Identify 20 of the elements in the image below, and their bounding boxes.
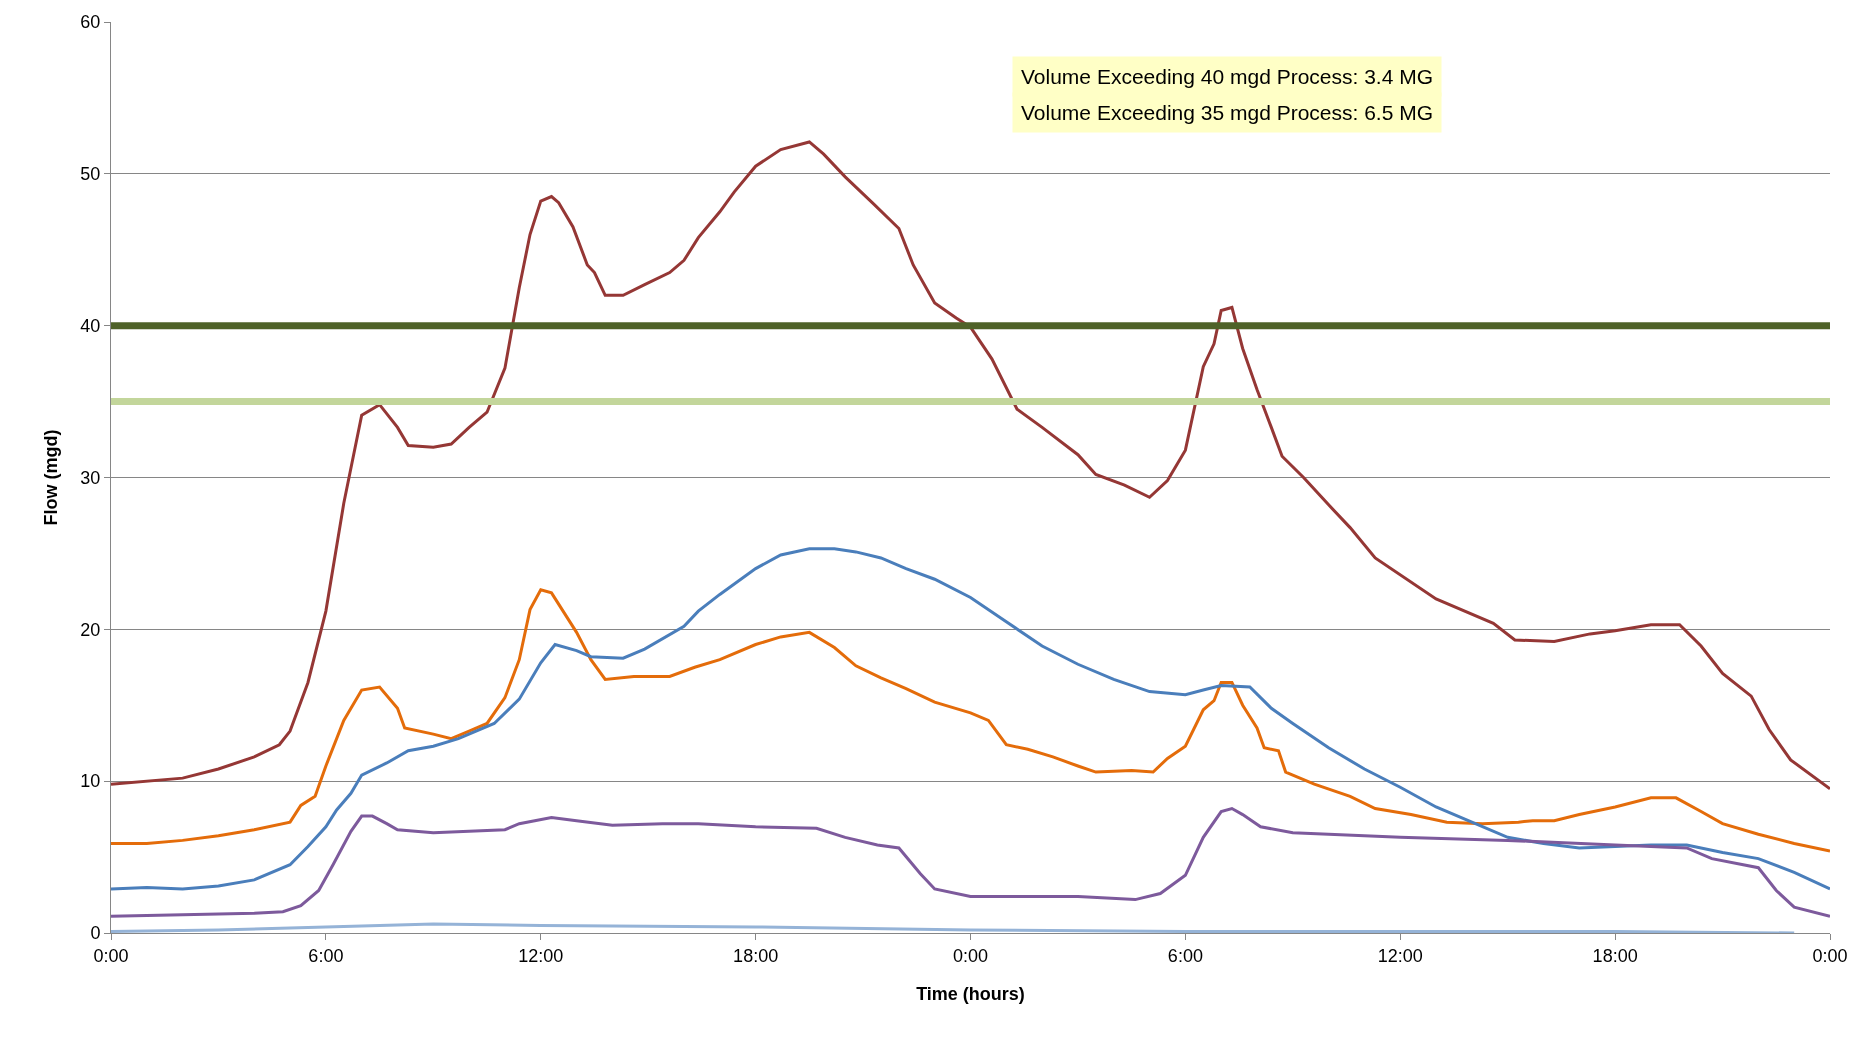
x-tick-label: 0:00: [952, 945, 989, 966]
y-tick-label: 20: [80, 619, 101, 640]
x-tick-label: 18:00: [733, 945, 779, 966]
y-axis-title: Flow (mgd): [40, 429, 61, 526]
y-tick-label: 60: [80, 12, 101, 33]
annotation: Volume Exceeding 35 mgd Process: 6.5 MG: [1021, 101, 1434, 124]
x-tick-label: 6:00: [308, 945, 344, 966]
x-tick-label: 0:00: [1812, 945, 1848, 966]
y-tick-label: 40: [80, 315, 101, 336]
y-tick-label: 10: [80, 771, 101, 792]
x-tick-label: 6:00: [1167, 945, 1203, 966]
x-tick-label: 18:00: [1592, 945, 1638, 966]
x-axis-title: Time (hours): [916, 983, 1025, 1004]
y-tick-label: 30: [80, 467, 101, 488]
x-tick-label: 12:00: [518, 945, 564, 966]
y-tick-label: 0: [90, 923, 101, 944]
x-tick-label: 12:00: [1377, 945, 1423, 966]
x-tick-label: 0:00: [93, 945, 129, 966]
annotation: Volume Exceeding 40 mgd Process: 3.4 MG: [1021, 65, 1434, 88]
y-tick-label: 50: [80, 164, 101, 185]
